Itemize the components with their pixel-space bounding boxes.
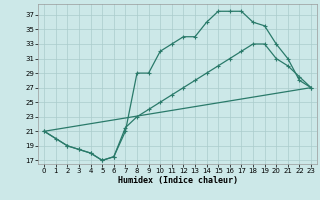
X-axis label: Humidex (Indice chaleur): Humidex (Indice chaleur): [118, 176, 238, 185]
